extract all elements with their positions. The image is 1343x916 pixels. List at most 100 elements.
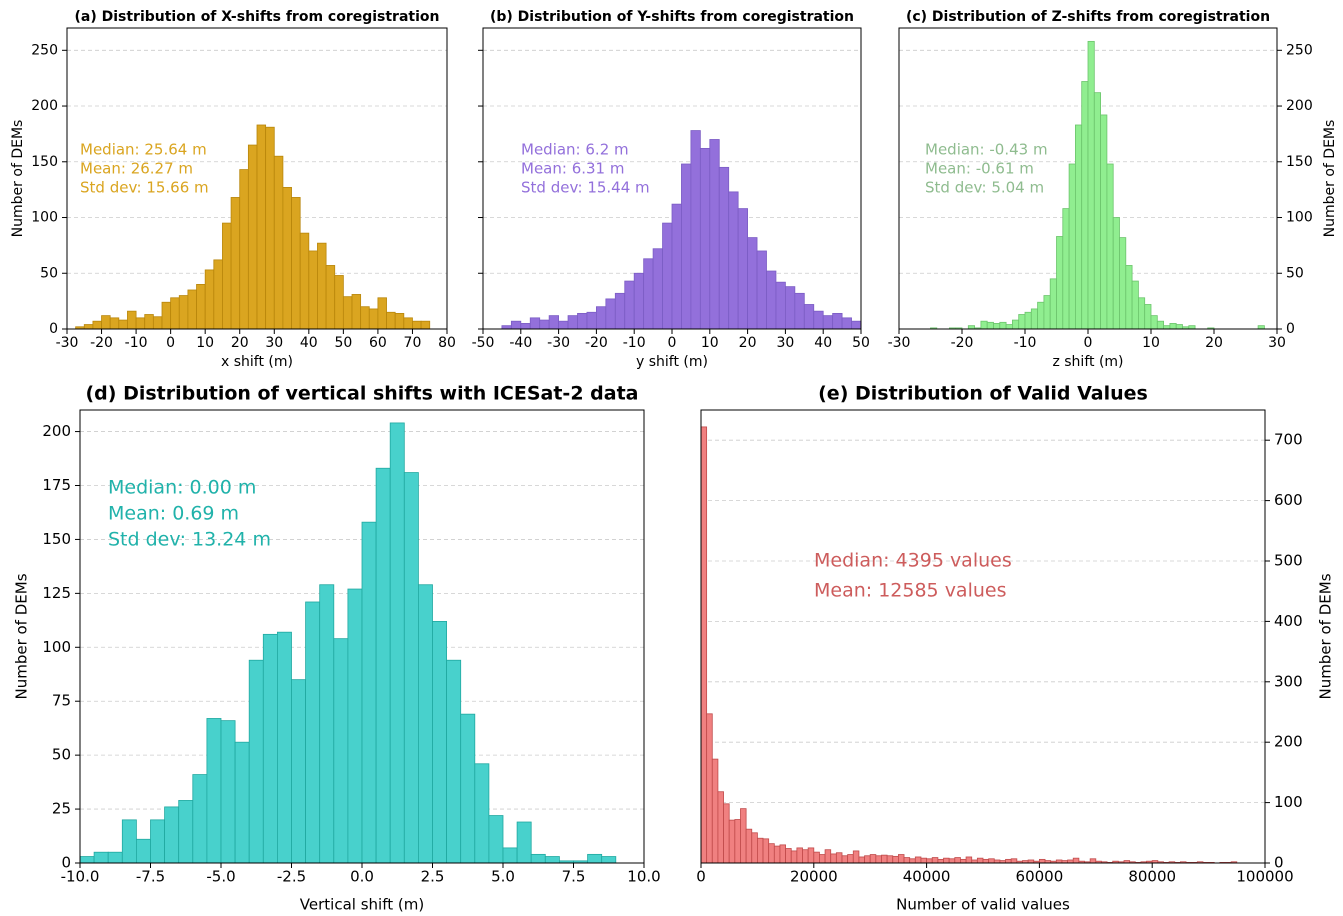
- bar: [389, 422, 405, 864]
- bar: [1257, 325, 1265, 330]
- bar: [785, 848, 792, 864]
- bar: [234, 741, 250, 864]
- x-tick-label: -30: [888, 335, 911, 351]
- bar: [206, 718, 222, 864]
- y-tick-label: 300: [1274, 672, 1303, 690]
- bar: [1093, 92, 1102, 330]
- bar: [135, 838, 151, 864]
- x-tick-label: -10: [1014, 335, 1037, 351]
- bar: [737, 208, 749, 330]
- x-tick-label: 0.0: [350, 868, 374, 886]
- bar: [342, 296, 353, 330]
- y-tick-label: 700: [1274, 431, 1303, 449]
- x-tick-label: 2.5: [421, 868, 445, 886]
- x-tick-label: 60000: [1016, 868, 1064, 886]
- bar: [601, 856, 617, 864]
- bar: [813, 851, 820, 864]
- bar: [852, 850, 860, 864]
- bar: [926, 858, 933, 864]
- bar: [204, 269, 215, 330]
- bar: [178, 295, 189, 330]
- bar: [262, 633, 278, 864]
- bar: [516, 821, 532, 864]
- bar: [773, 845, 781, 864]
- x-tick-label: 70: [404, 335, 422, 351]
- bar: [706, 713, 713, 864]
- bar: [360, 306, 370, 330]
- bar: [768, 843, 775, 864]
- bar: [832, 312, 843, 330]
- bar: [474, 763, 490, 864]
- bar: [982, 858, 990, 864]
- bar: [144, 314, 154, 330]
- stat-annotation: Std dev: 15.66 m: [80, 179, 209, 197]
- panel-title: (a) Distribution of X-shifts from coregi…: [74, 9, 439, 25]
- y-tick-label: 600: [1274, 491, 1303, 509]
- bar: [248, 659, 264, 864]
- bar: [333, 638, 349, 864]
- bar: [690, 130, 701, 330]
- x-tick-label: -2.5: [277, 868, 306, 886]
- stat-annotation: Mean: 26.27 m: [80, 160, 193, 178]
- x-tick-label: 20: [1205, 335, 1223, 351]
- y-tick-label: 100: [1286, 210, 1313, 226]
- stat-annotation: Median: -0.43 m: [925, 141, 1048, 159]
- bar: [107, 851, 123, 864]
- bar: [1056, 236, 1064, 330]
- bar: [539, 319, 550, 330]
- stat-annotation: Std dev: 13.24 m: [108, 529, 271, 551]
- bar: [299, 232, 310, 330]
- bar: [976, 857, 984, 864]
- bar: [881, 854, 888, 864]
- bar: [965, 856, 973, 864]
- bar: [1188, 325, 1196, 330]
- y-tick-label: 100: [1274, 793, 1303, 811]
- x-tick-label: -20: [585, 335, 608, 351]
- bar: [256, 124, 267, 330]
- bar: [529, 317, 541, 330]
- bar: [699, 147, 711, 330]
- bar: [1062, 208, 1070, 330]
- y-tick-label: 250: [1286, 42, 1313, 58]
- bar: [386, 311, 396, 330]
- panel-title: (d) Distribution of vertical shifts with…: [86, 383, 639, 405]
- x-tick-label: 30: [265, 335, 283, 351]
- bar: [740, 808, 747, 864]
- bar: [1010, 858, 1018, 864]
- bar: [93, 851, 109, 864]
- y-axis-label: Number of DEMs: [10, 120, 26, 238]
- bar: [587, 853, 603, 864]
- bar: [375, 467, 391, 864]
- stat-annotation: Median: 4395 values: [814, 550, 1012, 572]
- bar: [488, 815, 504, 864]
- bar: [1106, 163, 1114, 330]
- bar: [967, 325, 975, 330]
- stat-annotation: Std dev: 15.44 m: [521, 179, 650, 197]
- bar: [790, 850, 798, 864]
- bar: [420, 320, 431, 330]
- x-tick-label: 0: [1084, 335, 1093, 351]
- bar: [711, 758, 719, 864]
- bar: [954, 857, 961, 864]
- bar: [127, 310, 137, 330]
- x-tick-label: -40: [509, 335, 532, 351]
- x-tick-label: -10: [623, 335, 646, 351]
- bar: [83, 324, 94, 330]
- bar: [775, 281, 786, 330]
- bar: [851, 320, 862, 330]
- x-tick-label: -20: [951, 335, 974, 351]
- x-axis-label: x shift (m): [221, 354, 293, 370]
- bar: [807, 847, 815, 864]
- y-tick-label: 150: [31, 154, 58, 170]
- plot-frame: [66, 27, 448, 330]
- y-tick-label: 200: [1286, 98, 1313, 114]
- y-tick-label: 75: [52, 692, 71, 710]
- bar: [351, 294, 362, 330]
- bar: [728, 191, 739, 330]
- bar: [1068, 163, 1076, 330]
- bar: [903, 857, 911, 864]
- x-tick-label: -20: [90, 335, 113, 351]
- stat-annotation: Mean: 0.69 m: [108, 503, 239, 525]
- bar: [347, 588, 363, 864]
